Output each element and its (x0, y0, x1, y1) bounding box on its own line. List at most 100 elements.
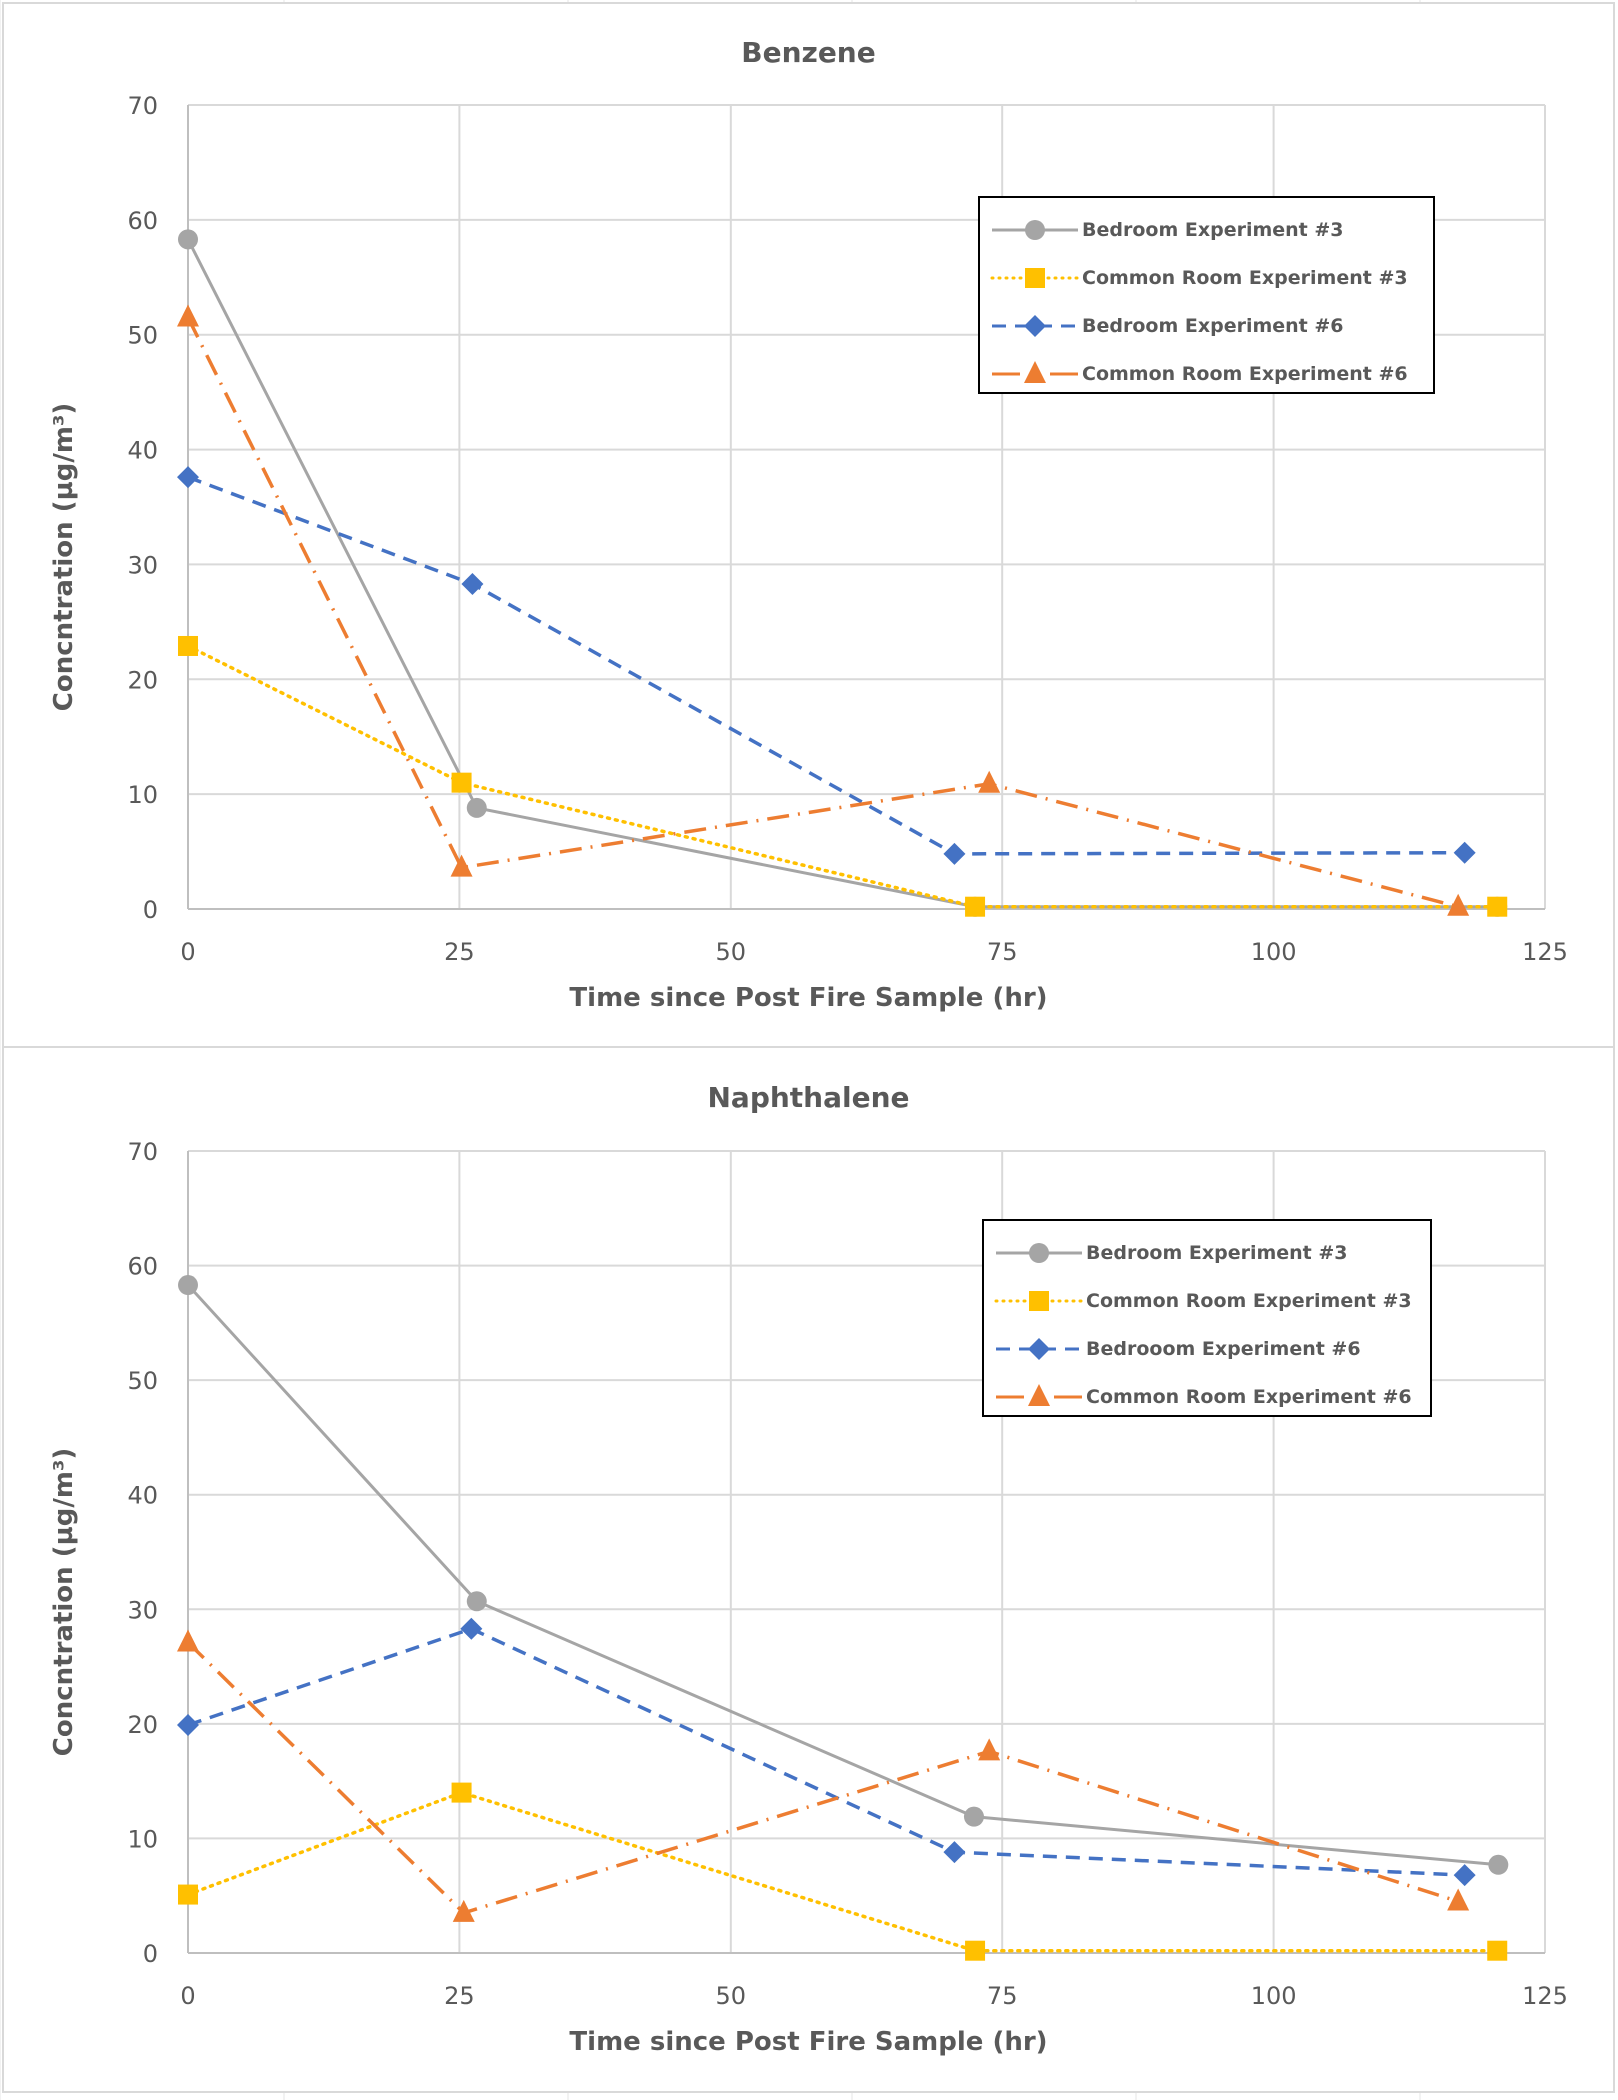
chart-legend: Bedroom Experiment #3 Common Room Experim… (978, 196, 1435, 394)
legend-label: Bedroom Experiment #3 (1082, 219, 1344, 241)
data-point-circle (466, 1591, 487, 1612)
legend-label: Common Room Experiment #6 (1082, 363, 1408, 385)
y-tick-label: 60 (127, 207, 158, 235)
legend-marker (1028, 1384, 1050, 1406)
legend-item: Common Room Experiment #6 (980, 354, 1408, 394)
legend-marker (1028, 1338, 1050, 1360)
data-point-circle (178, 229, 198, 250)
chart-frame (2, 1046, 1615, 2093)
data-point-diamond (1453, 1864, 1476, 1887)
y-tick-label: 20 (127, 1711, 158, 1739)
legend-item: Bedrooom Experiment #6 (984, 1329, 1361, 1369)
legend-marker (1024, 315, 1046, 337)
data-point-triangle (177, 304, 199, 327)
data-point-square (1487, 896, 1508, 917)
data-point-diamond (177, 1714, 199, 1737)
legend-label: Common Room Experiment #3 (1082, 267, 1408, 289)
x-tick-label: 25 (444, 938, 475, 966)
legend-marker (1025, 220, 1045, 240)
y-tick-label: 0 (143, 896, 158, 924)
chart-legend: Bedroom Experiment #3 Common Room Experim… (982, 1219, 1432, 1417)
data-point-diamond (1453, 841, 1476, 864)
series-line (186, 1284, 1499, 1867)
x-axis-title: Time since Post Fire Sample (hr) (569, 983, 1047, 1013)
series-3 (177, 466, 1476, 865)
series-line (187, 475, 1465, 856)
data-point-square (178, 1884, 198, 1905)
chart-title: Benzene (741, 36, 875, 69)
x-tick-label: 50 (716, 1982, 747, 2010)
data-point-circle (1488, 1854, 1509, 1875)
y-tick-label: 0 (143, 1940, 158, 1968)
data-point-triangle (450, 854, 473, 877)
series-line (186, 644, 1499, 909)
chart-benzene: 0 10 20 30 40 50 60 70 0 25 50 75 100 125 Benzene Time … (49, 36, 1568, 1013)
legend-marker (1029, 1291, 1049, 1311)
legend-label: Common Room Experiment #6 (1086, 1386, 1412, 1408)
data-point-square (965, 1940, 986, 1961)
data-point-diamond (943, 842, 966, 865)
series-1 (178, 1275, 1509, 1875)
series-4 (177, 304, 1470, 916)
data-point-triangle (452, 1899, 475, 1922)
chart-title: Naphthalene (707, 1081, 909, 1114)
y-axis-title: Concntration (µg/m³) (49, 1448, 79, 1756)
data-point-diamond (460, 1617, 483, 1640)
y-tick-label: 40 (127, 1482, 158, 1510)
chart-naphthalene: 0 10 20 30 40 50 60 70 0 25 50 75 100 125 Naphthalene T… (49, 1081, 1568, 2057)
data-point-triangle (1447, 1888, 1470, 1911)
y-tick-label: 10 (127, 1825, 158, 1853)
legend-swatch-icon (992, 361, 1078, 383)
y-axis-title: Concntration (µg/m³) (49, 403, 79, 711)
series-3 (177, 1617, 1476, 1887)
y-tick-label: 70 (127, 1138, 158, 1166)
data-point-circle (178, 1275, 198, 1296)
legend-item: Bedroom Experiment #3 (980, 210, 1344, 250)
legend-item: Bedroom Experiment #6 (980, 306, 1344, 346)
legend-swatch-icon (992, 220, 1078, 240)
data-point-square (178, 635, 198, 656)
legend-swatch-icon (994, 1291, 1084, 1311)
legend-label: Bedrooom Experiment #6 (1086, 1338, 1361, 1360)
data-point-triangle (978, 1738, 1001, 1761)
data-point-diamond (461, 572, 484, 595)
series-4 (177, 1629, 1470, 1922)
data-point-diamond (177, 466, 199, 489)
data-point-circle (963, 1806, 984, 1827)
data-point-square (451, 1782, 472, 1803)
x-tick-label: 75 (987, 938, 1018, 966)
legend-label: Bedroom Experiment #3 (1086, 1242, 1348, 1264)
data-point-triangle (1447, 893, 1470, 916)
y-tick-label: 70 (127, 92, 158, 120)
data-point-triangle (177, 1629, 199, 1652)
y-tick-label: 10 (127, 781, 158, 809)
x-tick-label: 0 (180, 938, 195, 966)
x-tick-label: 0 (180, 1982, 195, 2010)
legend-swatch-icon (996, 1338, 1082, 1360)
series-line (186, 1790, 1499, 1953)
y-tick-label: 50 (127, 322, 158, 350)
data-point-square (965, 896, 986, 917)
x-tick-label: 125 (1522, 938, 1568, 966)
x-tick-label: 75 (987, 1982, 1018, 2010)
x-axis-title: Time since Post Fire Sample (hr) (569, 2027, 1047, 2057)
x-tick-label: 50 (716, 938, 747, 966)
y-tick-label: 50 (127, 1367, 158, 1395)
series-line (186, 316, 1459, 909)
y-tick-label: 20 (127, 666, 158, 694)
legend-marker (1029, 1243, 1049, 1263)
y-tick-label: 60 (127, 1253, 158, 1281)
data-point-triangle (978, 770, 1001, 793)
x-tick-label: 100 (1251, 938, 1297, 966)
data-point-circle (466, 797, 487, 818)
series-line (186, 1641, 1459, 1915)
x-tick-label: 100 (1251, 1982, 1297, 2010)
legend-label: Common Room Experiment #3 (1086, 1290, 1412, 1312)
data-point-square (451, 772, 472, 793)
data-point-square (1487, 1940, 1508, 1961)
legend-item: Common Room Experiment #6 (984, 1377, 1412, 1417)
legend-swatch-icon (992, 315, 1078, 337)
series-2 (178, 635, 1508, 917)
legend-label: Bedroom Experiment #6 (1082, 315, 1344, 337)
